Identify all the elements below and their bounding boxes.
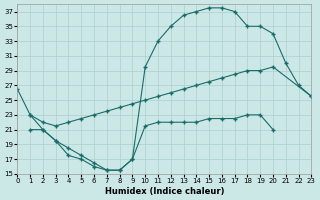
X-axis label: Humidex (Indice chaleur): Humidex (Indice chaleur) xyxy=(105,187,224,196)
